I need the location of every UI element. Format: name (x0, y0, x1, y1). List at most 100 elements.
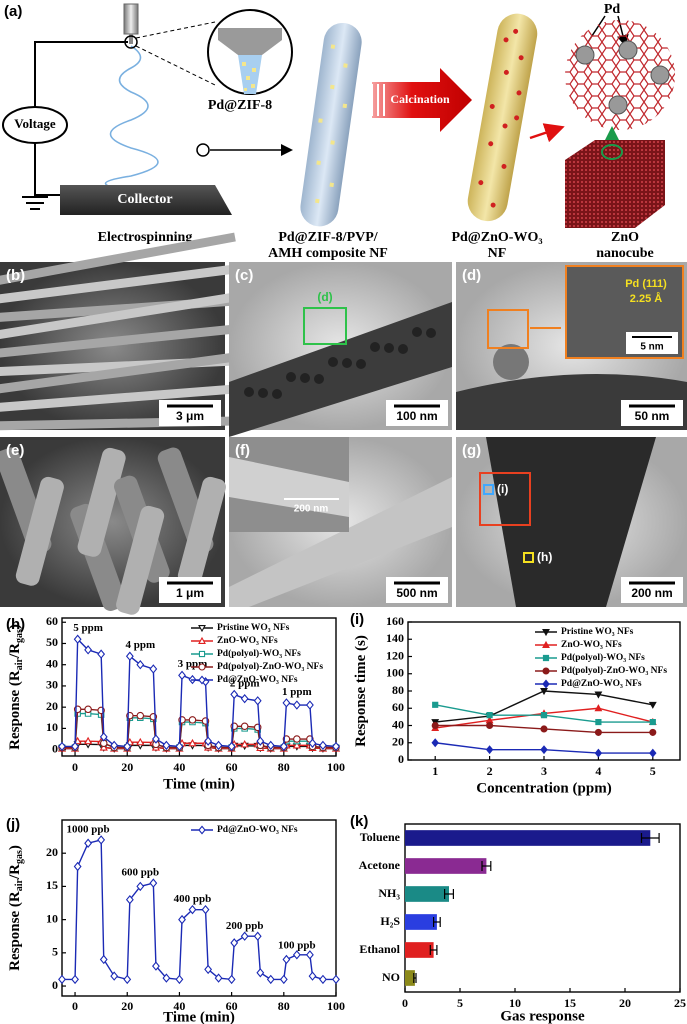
category-label: Ethanol (359, 942, 400, 956)
error-bar (640, 833, 660, 843)
pore (370, 342, 380, 352)
y-tick-label: 20 (392, 735, 404, 749)
x-tick-label: 40 (173, 760, 185, 774)
x-tick-label: 0 (72, 999, 78, 1013)
caption: nanocube (596, 246, 654, 261)
legend-label: Pd@ZnO-WO₃ NFs (217, 675, 298, 685)
marker (71, 974, 79, 985)
marker (73, 861, 82, 872)
marker (198, 625, 206, 633)
bar (405, 886, 449, 902)
pore (426, 328, 436, 338)
panel-label: (a) (4, 3, 22, 20)
marker (188, 738, 197, 747)
voltage-label: Voltage (14, 116, 56, 131)
marker (188, 904, 197, 915)
zoom-spot (124, 35, 138, 49)
rod (177, 476, 226, 586)
marker (198, 825, 206, 835)
arrow-stripes (371, 84, 385, 116)
y-tick-label: 20 (46, 699, 58, 713)
marker (178, 914, 186, 925)
marker (486, 712, 493, 719)
panel-label: (e) (6, 442, 24, 459)
marker (542, 654, 550, 662)
x-tick-label: 20 (121, 999, 133, 1013)
marker (649, 728, 657, 736)
category-label: NO (382, 970, 400, 984)
collector (60, 185, 232, 215)
marker (282, 698, 291, 708)
rod (116, 505, 165, 615)
category-label: NH₃ (378, 886, 400, 900)
marker (253, 696, 262, 706)
marker (125, 894, 134, 905)
y-axis-label-part: ) (7, 845, 23, 850)
scale-label: 100 nm (396, 409, 437, 423)
marker (84, 645, 93, 655)
rod (229, 477, 452, 607)
panel-label: (b) (6, 267, 25, 284)
cube (565, 140, 665, 228)
marker (84, 705, 92, 714)
pd-clusters (575, 40, 670, 115)
zoom-spot (196, 143, 210, 157)
marker (649, 748, 657, 758)
marker (175, 741, 184, 752)
y-tick-label: 10 (46, 720, 58, 734)
marker (540, 688, 548, 696)
marker (97, 835, 106, 845)
x-tick-label: 60 (226, 760, 238, 774)
fiber (0, 292, 236, 339)
marker (227, 741, 236, 752)
micrograph: (g) 200 nm (i) (h) (456, 437, 687, 607)
y-tick-label: 0 (52, 978, 58, 992)
x-tick-label: 80 (278, 999, 290, 1013)
fiber (0, 324, 236, 358)
error-bar (481, 861, 492, 871)
annotation: 1 ppm (282, 686, 312, 698)
pore (328, 357, 338, 367)
marker (332, 741, 340, 752)
marker (99, 743, 108, 751)
y-axis-label-part: /R (7, 864, 23, 880)
y-tick-label: 140 (386, 631, 404, 645)
zif-particles (242, 62, 256, 91)
category-label: Acetone (359, 858, 401, 872)
x-tick-label: 4 (595, 764, 601, 778)
scale-label: 3 μm (176, 409, 204, 423)
y-tick-label: 40 (392, 717, 404, 731)
rod (229, 457, 349, 517)
region-box (487, 309, 529, 349)
pd-label: Pd (604, 2, 621, 17)
annotation: 1000 ppb (67, 823, 110, 835)
pore (398, 344, 408, 354)
marker (240, 693, 249, 704)
caption: Pd@ZIF-8/PVP/ (278, 230, 378, 245)
marker (279, 741, 288, 752)
pore (244, 387, 254, 397)
marker (595, 718, 602, 726)
error-bar (444, 889, 454, 899)
marker (594, 728, 602, 736)
marker (99, 732, 108, 742)
marker (149, 664, 158, 674)
pore (300, 373, 310, 383)
legend-label: Pd@ZnO-WO₃ NFs (217, 825, 298, 835)
marker (149, 878, 158, 888)
annotation: 600 ppb (121, 867, 159, 879)
needle (129, 34, 133, 44)
panel-label: (d) (462, 267, 481, 284)
marker (256, 736, 265, 746)
x-tick-label: 0 (72, 760, 78, 774)
x-tick-label: 80 (278, 760, 290, 774)
nozzle (218, 28, 282, 55)
annotation: 2 ppm (230, 677, 260, 689)
marker (204, 736, 213, 746)
legend-label: Pd@ZnO-WO₃ NFs (561, 679, 642, 689)
legend-label: Pristine WO₃ NFs (217, 623, 290, 633)
region-label: (d) (317, 290, 332, 304)
fiber (229, 302, 452, 437)
scale-box (386, 577, 448, 603)
